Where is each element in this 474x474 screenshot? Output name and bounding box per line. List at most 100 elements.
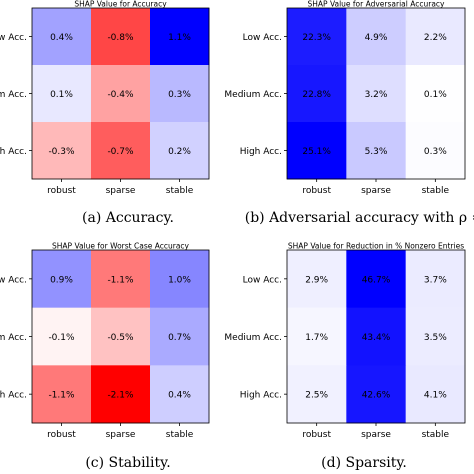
- x-tick-label: robust: [47, 430, 76, 440]
- y-tick-label: m Acc.: [0, 333, 27, 343]
- cell-value-label: -0.8%: [107, 33, 134, 43]
- subfigure-caption: (b) Adversarial accuracy with ρ =: [245, 210, 474, 226]
- y-tick-label: High Acc.: [240, 147, 282, 157]
- cell-value-label: 42.6%: [362, 391, 391, 401]
- heatmap-cell: [405, 307, 466, 366]
- heatmap-cell: [287, 8, 347, 66]
- chart-title: SHAP Value for Reduction in % Nonzero En…: [288, 242, 464, 251]
- heatmap-cell: [346, 307, 407, 366]
- heatmap-cell: [287, 365, 347, 424]
- heatmap-cell: [346, 365, 407, 424]
- heatmap-cell: [287, 65, 347, 123]
- x-tick-label: robust: [302, 186, 331, 196]
- heatmap-cell: [287, 122, 347, 180]
- cell-value-label: 2.9%: [305, 275, 328, 285]
- cell-value-label: 0.2%: [168, 147, 191, 157]
- y-tick-label: h Acc.: [0, 391, 27, 401]
- cell-value-label: 2.2%: [424, 33, 447, 43]
- y-tick-label: High Acc.: [240, 391, 282, 401]
- cell-value-label: 2.5%: [305, 391, 328, 401]
- cell-value-label: -2.1%: [107, 391, 134, 401]
- heatmap-cell: [91, 122, 151, 180]
- x-tick-label: stable: [422, 430, 450, 440]
- heatmap-cell: [150, 307, 210, 366]
- subfigure-caption: (a) Accuracy.: [82, 210, 174, 226]
- cell-value-label: 3.5%: [424, 333, 447, 343]
- heatmap-cell: [32, 307, 92, 366]
- cell-value-label: -0.7%: [107, 147, 134, 157]
- heatmap-cell: [405, 122, 466, 180]
- heatmap-cell: [405, 8, 466, 66]
- y-tick-label: Low Acc.: [243, 33, 282, 43]
- cell-value-label: 25.1%: [302, 147, 331, 157]
- cell-value-label: -0.4%: [107, 90, 134, 100]
- cell-value-label: 4.1%: [424, 391, 447, 401]
- chart-title: SHAP Value for Worst Case Accuracy: [52, 242, 190, 251]
- subfigure-caption: (c) Stability.: [85, 455, 170, 471]
- cell-value-label: 43.4%: [362, 333, 391, 343]
- x-tick-label: sparse: [361, 186, 391, 196]
- y-tick-label: Low Acc.: [243, 275, 282, 285]
- heatmap-cell: [32, 122, 92, 180]
- x-tick-label: robust: [47, 186, 76, 196]
- heatmap-cell: [150, 250, 210, 309]
- heatmap-cell: [91, 365, 151, 424]
- cell-value-label: 1.0%: [168, 275, 191, 285]
- x-tick-label: stable: [422, 186, 450, 196]
- cell-value-label: 46.7%: [362, 275, 391, 285]
- x-tick-label: sparse: [106, 186, 136, 196]
- heatmap-4: SHAP Value for Reduction in % Nonzero En…: [224, 242, 466, 471]
- heatmap-cell: [32, 8, 92, 66]
- cell-value-label: 0.1%: [50, 90, 73, 100]
- y-tick-label: w Acc.: [0, 275, 27, 285]
- heatmap-cell: [346, 8, 407, 66]
- cell-value-label: 3.2%: [365, 90, 388, 100]
- cell-value-label: -1.1%: [107, 275, 134, 285]
- x-tick-label: sparse: [361, 430, 391, 440]
- cell-value-label: 0.3%: [168, 90, 191, 100]
- heatmap-cell: [91, 307, 151, 366]
- cell-value-label: 0.4%: [168, 391, 191, 401]
- chart-title: SHAP Value for Accuracy: [74, 0, 167, 9]
- cell-value-label: 0.3%: [424, 147, 447, 157]
- cell-value-label: 5.3%: [365, 147, 388, 157]
- cell-value-label: 22.3%: [302, 33, 331, 43]
- cell-value-label: 4.9%: [365, 33, 388, 43]
- heatmap-cell: [91, 250, 151, 309]
- cell-value-label: -1.1%: [48, 391, 75, 401]
- y-tick-label: h Acc.: [0, 147, 27, 157]
- cell-value-label: -0.3%: [48, 147, 75, 157]
- chart-title: SHAP Value for Adversarial Accuracy: [308, 0, 446, 9]
- cell-value-label: 1.1%: [168, 33, 191, 43]
- heatmap-2: SHAP Value for Adversarial Accuracy 22.3%…: [224, 0, 474, 226]
- heatmap-cell: [91, 65, 151, 123]
- heatmap-cell: [91, 8, 151, 66]
- x-tick-label: stable: [166, 430, 194, 440]
- cell-value-label: 22.8%: [302, 90, 331, 100]
- heatmap-cell: [287, 307, 347, 366]
- x-tick-label: sparse: [106, 430, 136, 440]
- x-tick-label: robust: [302, 430, 331, 440]
- heatmap-cell: [405, 65, 466, 123]
- x-tick-label: stable: [166, 186, 194, 196]
- cell-value-label: -0.1%: [48, 333, 75, 343]
- heatmap-cell: [405, 250, 466, 309]
- heatmap-cell: [150, 65, 210, 123]
- heatmap-cell: [150, 122, 210, 180]
- heatmap-cell: [346, 65, 407, 123]
- cell-value-label: 0.7%: [168, 333, 191, 343]
- cell-value-label: 0.9%: [50, 275, 73, 285]
- cell-value-label: 0.4%: [50, 33, 73, 43]
- heatmap-cell: [150, 8, 210, 66]
- y-tick-label: Medium Acc.: [224, 90, 282, 100]
- heatmap-cell: [32, 365, 92, 424]
- cell-value-label: -0.5%: [107, 333, 134, 343]
- heatmap-cell: [287, 250, 347, 309]
- heatmap-1: SHAP Value for Accuracy 0.4% -0.8% 1.1% 0.1%…: [0, 0, 210, 226]
- heatmap-3: SHAP Value for Worst Case Accuracy 0.9% -1…: [0, 242, 210, 471]
- y-tick-label: Medium Acc.: [224, 333, 282, 343]
- y-tick-label: w Acc.: [0, 33, 27, 43]
- cell-value-label: 0.1%: [424, 90, 447, 100]
- heatmap-cell: [405, 365, 466, 424]
